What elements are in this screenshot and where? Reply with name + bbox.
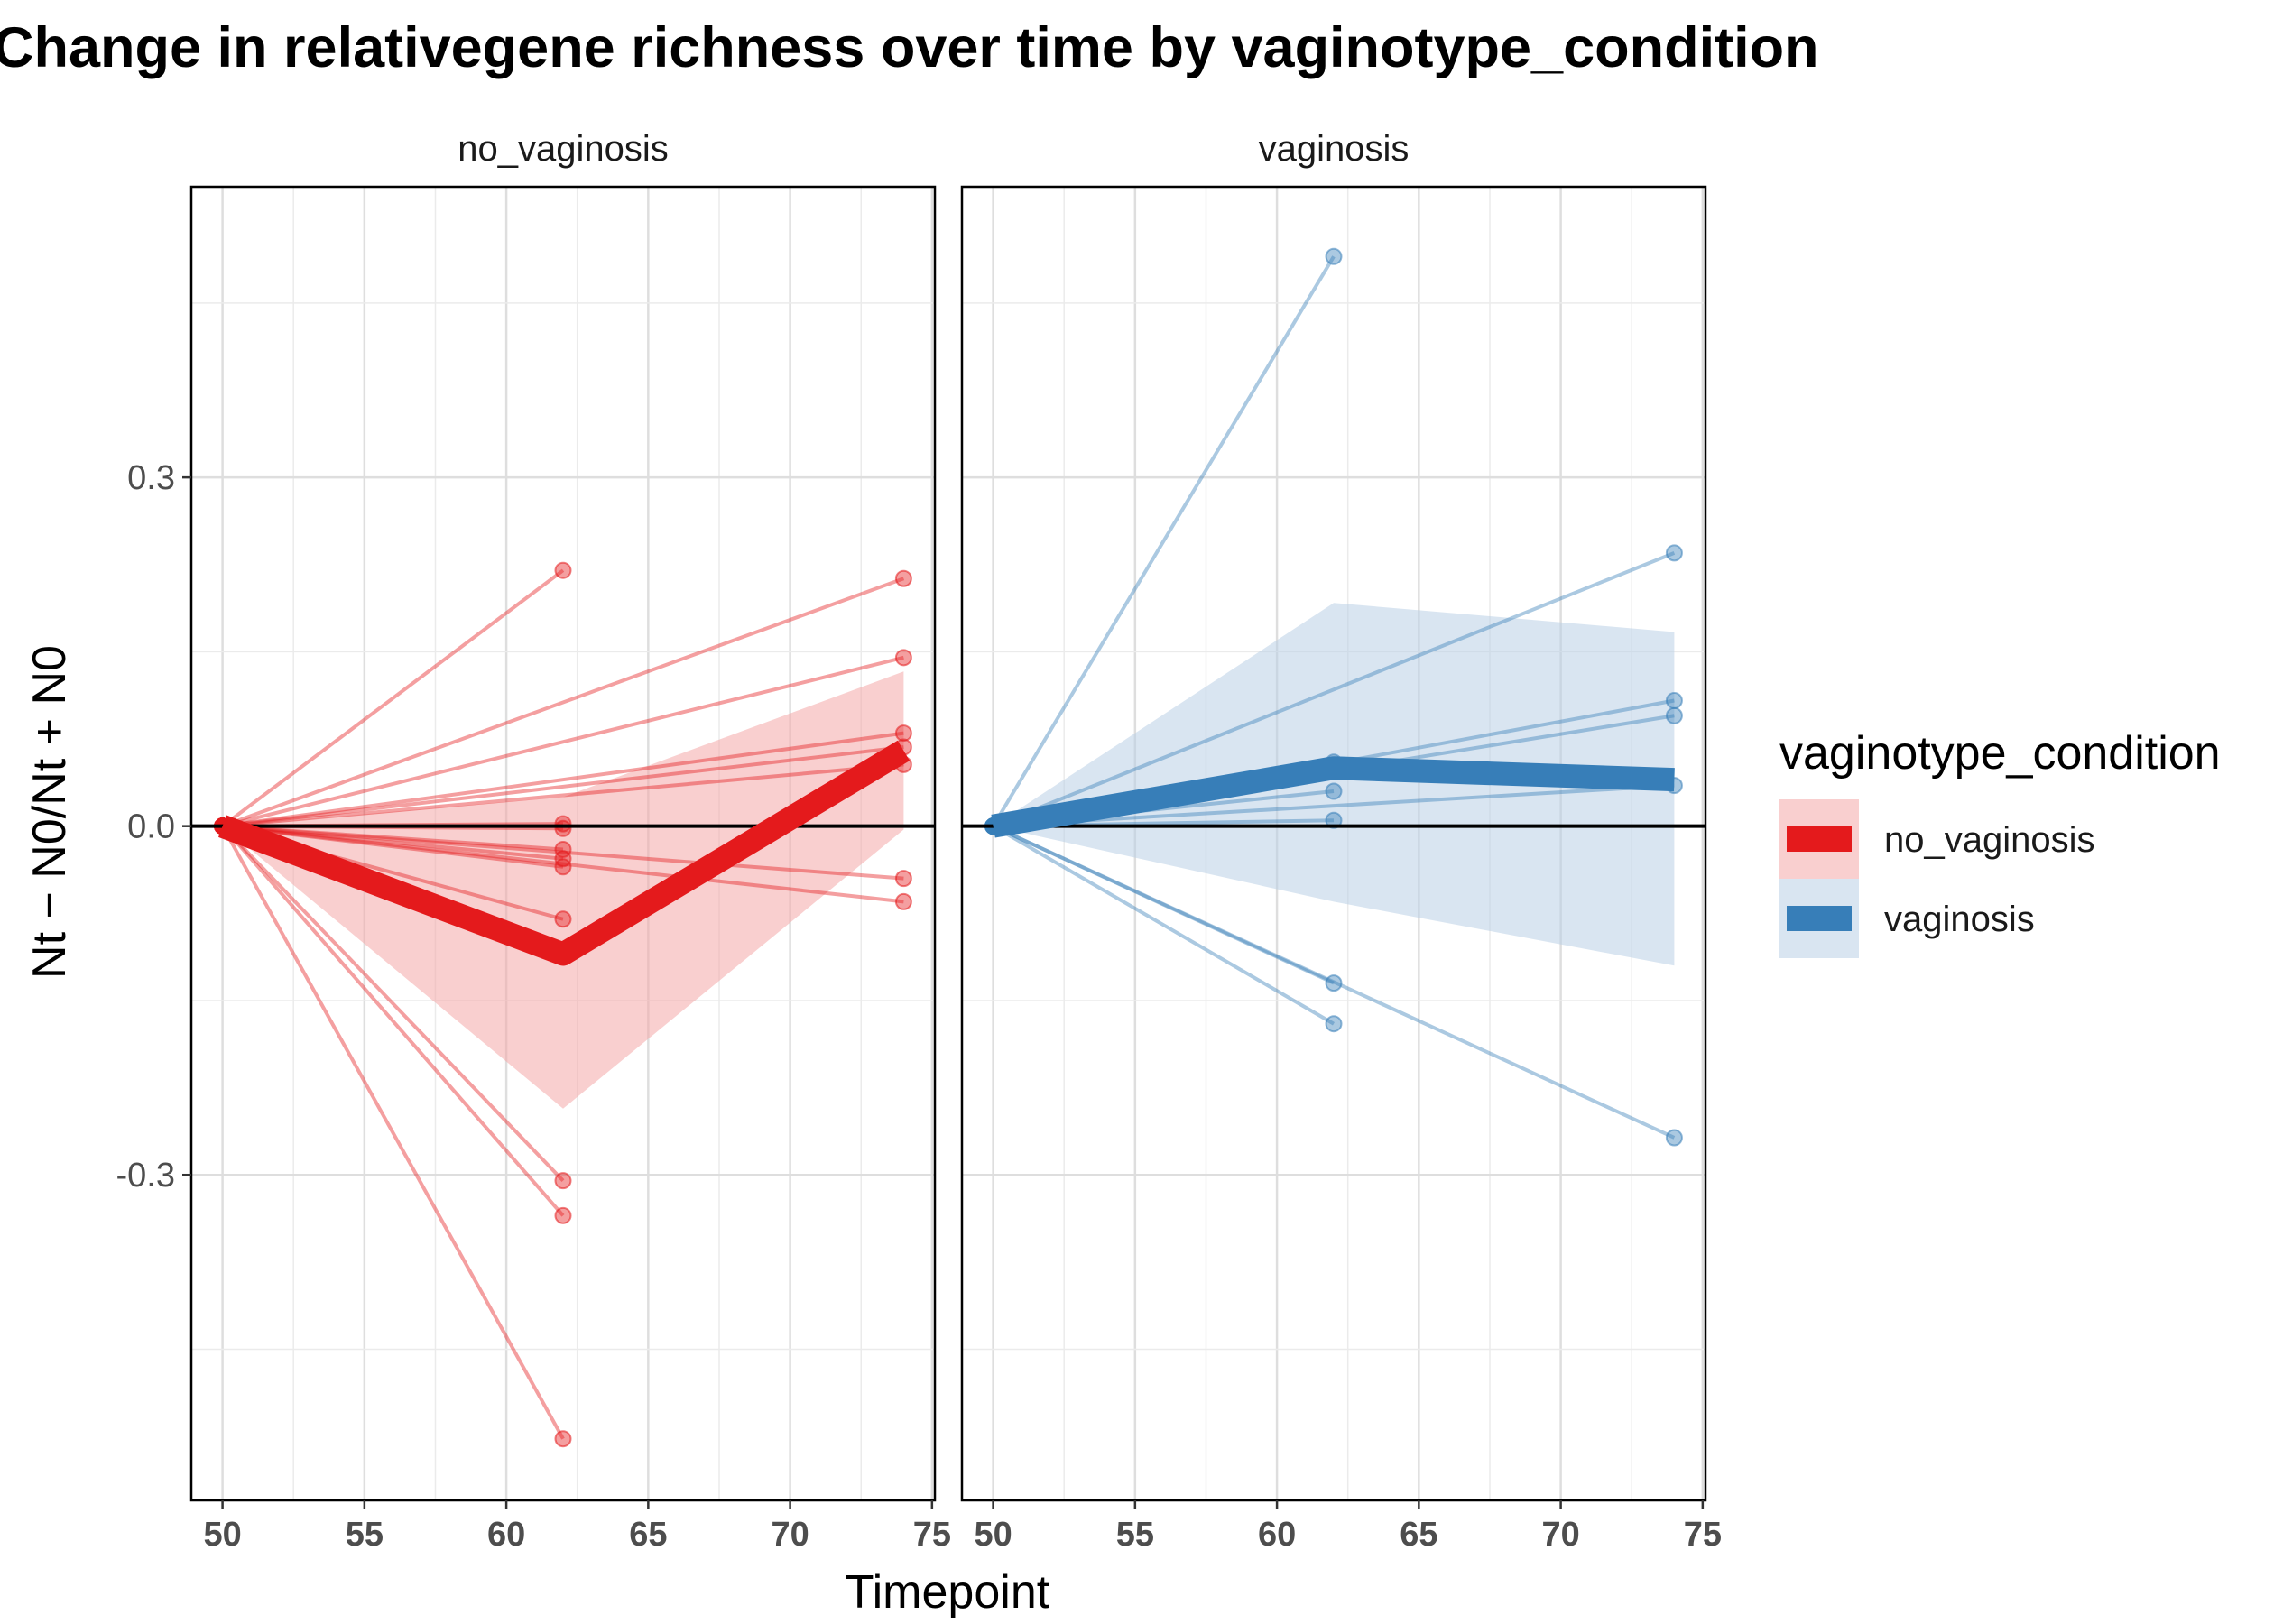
individual-line [222,824,564,869]
chart-title: Change in relativegene richness over tim… [0,16,1819,79]
data-point [894,870,912,888]
legend-key [1779,879,1859,958]
data-point [1665,1129,1683,1147]
x-tick-label: 75 [913,1516,951,1554]
panels: no_vaginosis 50 55 60 65 70 75 -0.3 0.0 0.3 vagino… [116,129,1722,1554]
data-point [1325,974,1343,992]
data-point [894,569,912,587]
data-point [894,892,912,910]
individual-line [222,824,564,852]
data-point [554,910,572,928]
individual-line [991,255,1336,827]
data-point [554,858,572,876]
x-tick-label: 50 [203,1516,241,1554]
individual-line [992,551,1676,828]
individual-line [992,824,1335,985]
legend-key [1779,799,1859,879]
individual-line [222,824,904,881]
x-tick-label: 65 [1400,1516,1437,1554]
y-tick-label: 0.0 [127,808,175,846]
individual-line [992,824,1676,1140]
data-point [554,819,572,837]
data-point [894,649,912,667]
y-axis-label: Nt − N0/Nt + N0 [23,645,76,979]
data-point [554,561,572,579]
legend: vaginotype_condition no_vaginosis vaginosi… [1779,727,2221,958]
x-tick-label: 55 [1116,1516,1154,1554]
y-tick-label: 0.3 [127,459,175,497]
data-point [1325,811,1343,829]
individual-line [222,655,904,828]
x-tick-label: 70 [771,1516,809,1554]
x-tick-label: 75 [1684,1516,1722,1554]
data-point [1325,247,1343,265]
mean-line [218,740,911,966]
data-point [554,840,572,858]
panel-vaginosis: vaginosis 50 55 60 65 70 75 [960,129,1722,1554]
data-point [554,1206,572,1224]
data-point [1325,782,1343,800]
data-point [1665,692,1683,710]
individual-line [222,731,904,828]
legend-label: vaginosis [1884,900,2035,939]
individual-line [992,824,1336,1026]
legend-title: vaginotype_condition [1779,727,2221,780]
individual-line [220,825,565,1440]
strip-label: vaginosis [1259,129,1410,169]
individual-line [222,824,564,861]
panel-border [190,185,937,1502]
individual-line [222,762,904,828]
x-tick-label: 60 [1258,1516,1296,1554]
x-tick-label: 70 [1541,1516,1579,1554]
x-axis-label: Timepoint [846,1566,1050,1619]
legend-key-line [1787,826,1852,852]
individual-line [221,577,905,828]
data-point [894,724,912,743]
panel-no_vaginosis: no_vaginosis 50 55 60 65 70 75 -0.3 0.0 0.3 [116,129,951,1554]
individual-line [222,824,904,904]
x-tick-label: 65 [629,1516,667,1554]
data-point [1665,706,1683,724]
data-point [554,1430,572,1448]
legend-label: no_vaginosis [1884,820,2095,860]
data-point [1665,544,1683,562]
individual-line [221,568,565,828]
individual-line [221,825,565,1217]
individual-line [222,745,904,828]
individual-line [993,783,1675,828]
confidence-ribbon [222,671,904,1109]
x-tick-label: 55 [346,1516,384,1554]
legend-key-line [1787,906,1852,931]
strip-label: no_vaginosis [458,129,669,169]
y-tick-label: -0.3 [116,1157,175,1195]
panel-border [960,185,1707,1502]
mean-line [991,756,1675,838]
x-tick-label: 60 [487,1516,525,1554]
individual-line [221,825,565,1183]
data-point [554,1172,572,1190]
data-point [1325,1015,1343,1033]
x-tick-label: 50 [974,1516,1012,1554]
